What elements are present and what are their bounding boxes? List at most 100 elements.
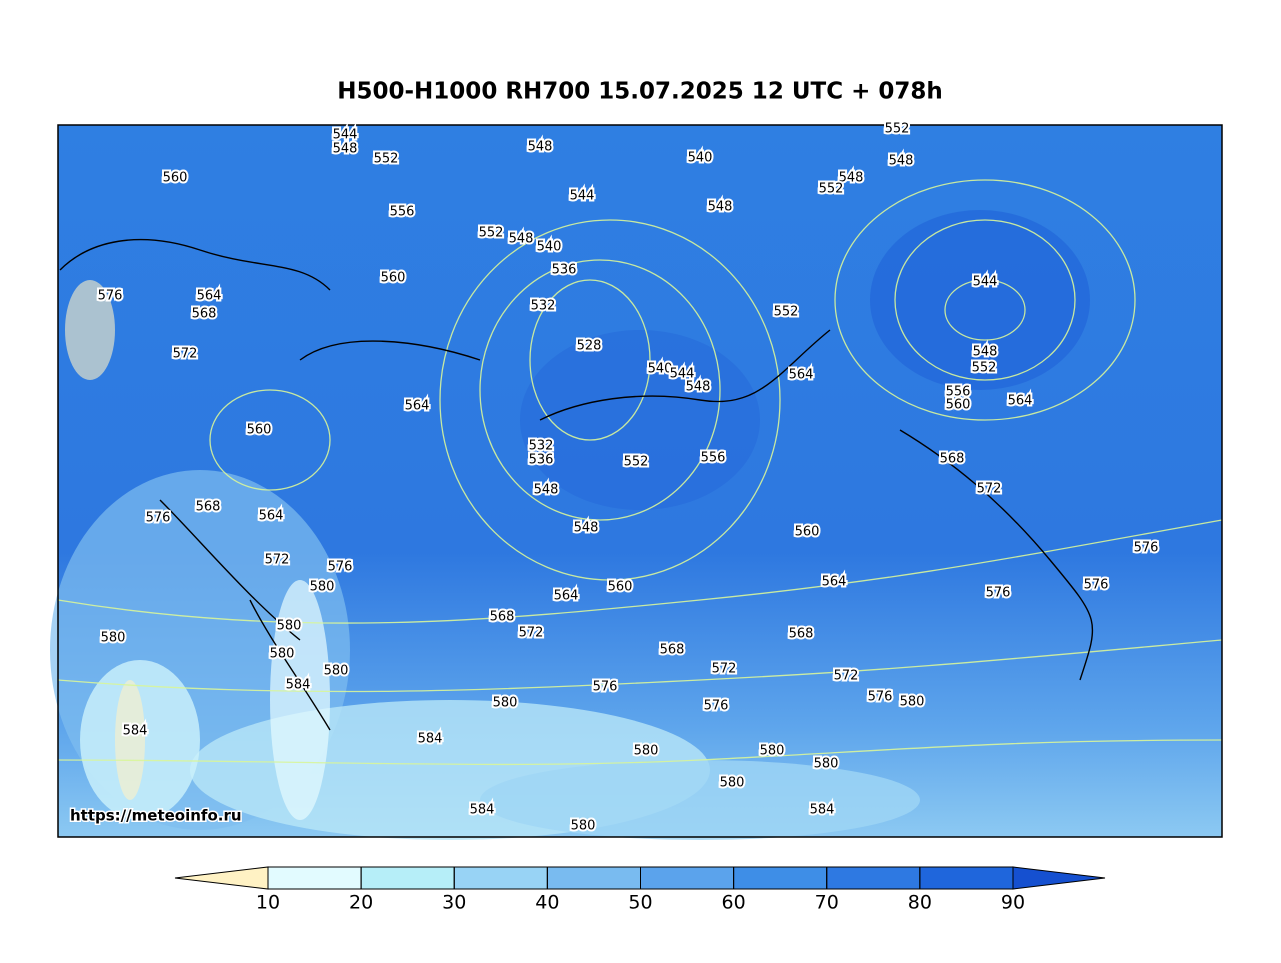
contour-label: 560 [381, 271, 406, 286]
contour-label: 576 [328, 560, 353, 575]
colorbar: 10 20 30 40 50 60 70 80 90 [174, 866, 1106, 914]
colorbar-tick-label: 40 [535, 892, 559, 914]
contour-label: 548 [839, 171, 864, 186]
contour-label: 564 [1008, 394, 1033, 409]
contour-label: 552 [624, 455, 649, 470]
contour-label: 560 [608, 580, 633, 595]
contour-label: 540 [537, 240, 562, 255]
contour-label: 572 [265, 553, 290, 568]
contour-label: 548 [333, 142, 358, 157]
contour-label: 548 [528, 140, 553, 155]
contour-label: 584 [286, 678, 311, 693]
contour-label: 536 [529, 453, 554, 468]
contour-label: 568 [789, 627, 814, 642]
colorbar-segment [919, 866, 1014, 890]
contour-label: 556 [701, 451, 726, 466]
contour-label: 532 [529, 439, 554, 454]
contour-labels: 544 548 552 560 556 548 540 544 548 552 … [96, 120, 1161, 836]
contour-label: 568 [940, 452, 965, 467]
contour-label: 528 [577, 339, 602, 354]
contour-label: 544 [570, 189, 595, 204]
contour-label: 584 [470, 803, 495, 818]
contour-label: 548 [574, 521, 599, 536]
contour-label: 576 [1134, 541, 1159, 556]
colorbar-tick-label: 60 [722, 892, 746, 914]
contour-label: 552 [885, 122, 910, 137]
contour-label: 548 [509, 232, 534, 247]
contour-label: 564 [197, 289, 222, 304]
contour-label: 580 [324, 664, 349, 679]
contour-label: 552 [774, 305, 799, 320]
contour-label: 568 [196, 500, 221, 515]
colorbar-tick-label: 90 [1001, 892, 1025, 914]
contour-label: 580 [814, 757, 839, 772]
contour-label: 560 [247, 423, 272, 438]
colorbar-tick-label: 10 [256, 892, 280, 914]
contour-label: 572 [977, 482, 1002, 497]
source-url: https://meteoinfo.ru [70, 807, 242, 825]
contour-label: 580 [101, 631, 126, 646]
contour-label: 568 [490, 610, 515, 625]
contour-label: 560 [163, 171, 188, 186]
contour-label: 580 [571, 819, 596, 834]
contour-label: 556 [946, 385, 971, 400]
contour-label: 572 [834, 669, 859, 684]
contour-label: 576 [704, 699, 729, 714]
map: 544 548 552 560 556 548 540 544 548 552 … [50, 120, 1223, 840]
contour-label: 564 [259, 509, 284, 524]
colorbar-segment [733, 866, 828, 890]
contour-label: 548 [686, 380, 711, 395]
contour-label: 548 [708, 200, 733, 215]
contour-label: 580 [310, 580, 335, 595]
colorbar-segment [453, 866, 548, 890]
contour-label: 544 [973, 275, 998, 290]
contour-label: 556 [390, 205, 415, 220]
colorbar-tick-label: 80 [908, 892, 932, 914]
contour-label: 552 [479, 226, 504, 241]
colorbar-extend-high [1012, 866, 1106, 890]
contour-label: 580 [900, 695, 925, 710]
colorbar-segment [546, 866, 641, 890]
contour-label: 580 [634, 744, 659, 759]
colorbar-tick-label: 70 [815, 892, 839, 914]
title: H500-H1000 RH700 15.07.2025 12 UTC + 078… [337, 79, 943, 105]
contour-label: 572 [519, 626, 544, 641]
contour-label: 560 [946, 398, 971, 413]
contour-label: 536 [552, 263, 577, 278]
contour-label: 548 [889, 154, 914, 169]
contour-label: 576 [986, 586, 1011, 601]
colorbar-extend-low [174, 866, 269, 890]
colorbar-segment [826, 866, 921, 890]
contour-label: 532 [531, 299, 556, 314]
contour-label: 580 [720, 776, 745, 791]
contour-label: 580 [277, 619, 302, 634]
contour-label: 560 [795, 525, 820, 540]
contour-label: 580 [760, 744, 785, 759]
contour-label: 576 [98, 289, 123, 304]
colorbar-segment [360, 866, 455, 890]
contour-label: 564 [789, 368, 814, 383]
colorbar-segment [267, 866, 362, 890]
colorbar-tick-label: 30 [442, 892, 466, 914]
contour-label: 584 [418, 732, 443, 747]
contour-label: 584 [123, 724, 148, 739]
contour-label: 580 [493, 696, 518, 711]
contour-label: 548 [973, 345, 998, 360]
contour-label: 544 [670, 367, 695, 382]
contour-label: 576 [146, 511, 171, 526]
contour-label: 580 [270, 647, 295, 662]
contour-label: 540 [688, 151, 713, 166]
contour-label: 564 [405, 399, 430, 414]
contour-label: 568 [192, 307, 217, 322]
contour-label: 552 [819, 182, 844, 197]
contour-label: 576 [868, 690, 893, 705]
contour-label: 576 [1084, 578, 1109, 593]
contour-label: 552 [374, 152, 399, 167]
contour-label: 572 [712, 662, 737, 677]
contour-label: 568 [660, 643, 685, 658]
colorbar-segment [640, 866, 735, 890]
colorbar-tick-label: 20 [349, 892, 373, 914]
contour-label: 540 [648, 362, 673, 377]
contour-label: 544 [333, 128, 358, 143]
contour-label: 548 [534, 483, 559, 498]
